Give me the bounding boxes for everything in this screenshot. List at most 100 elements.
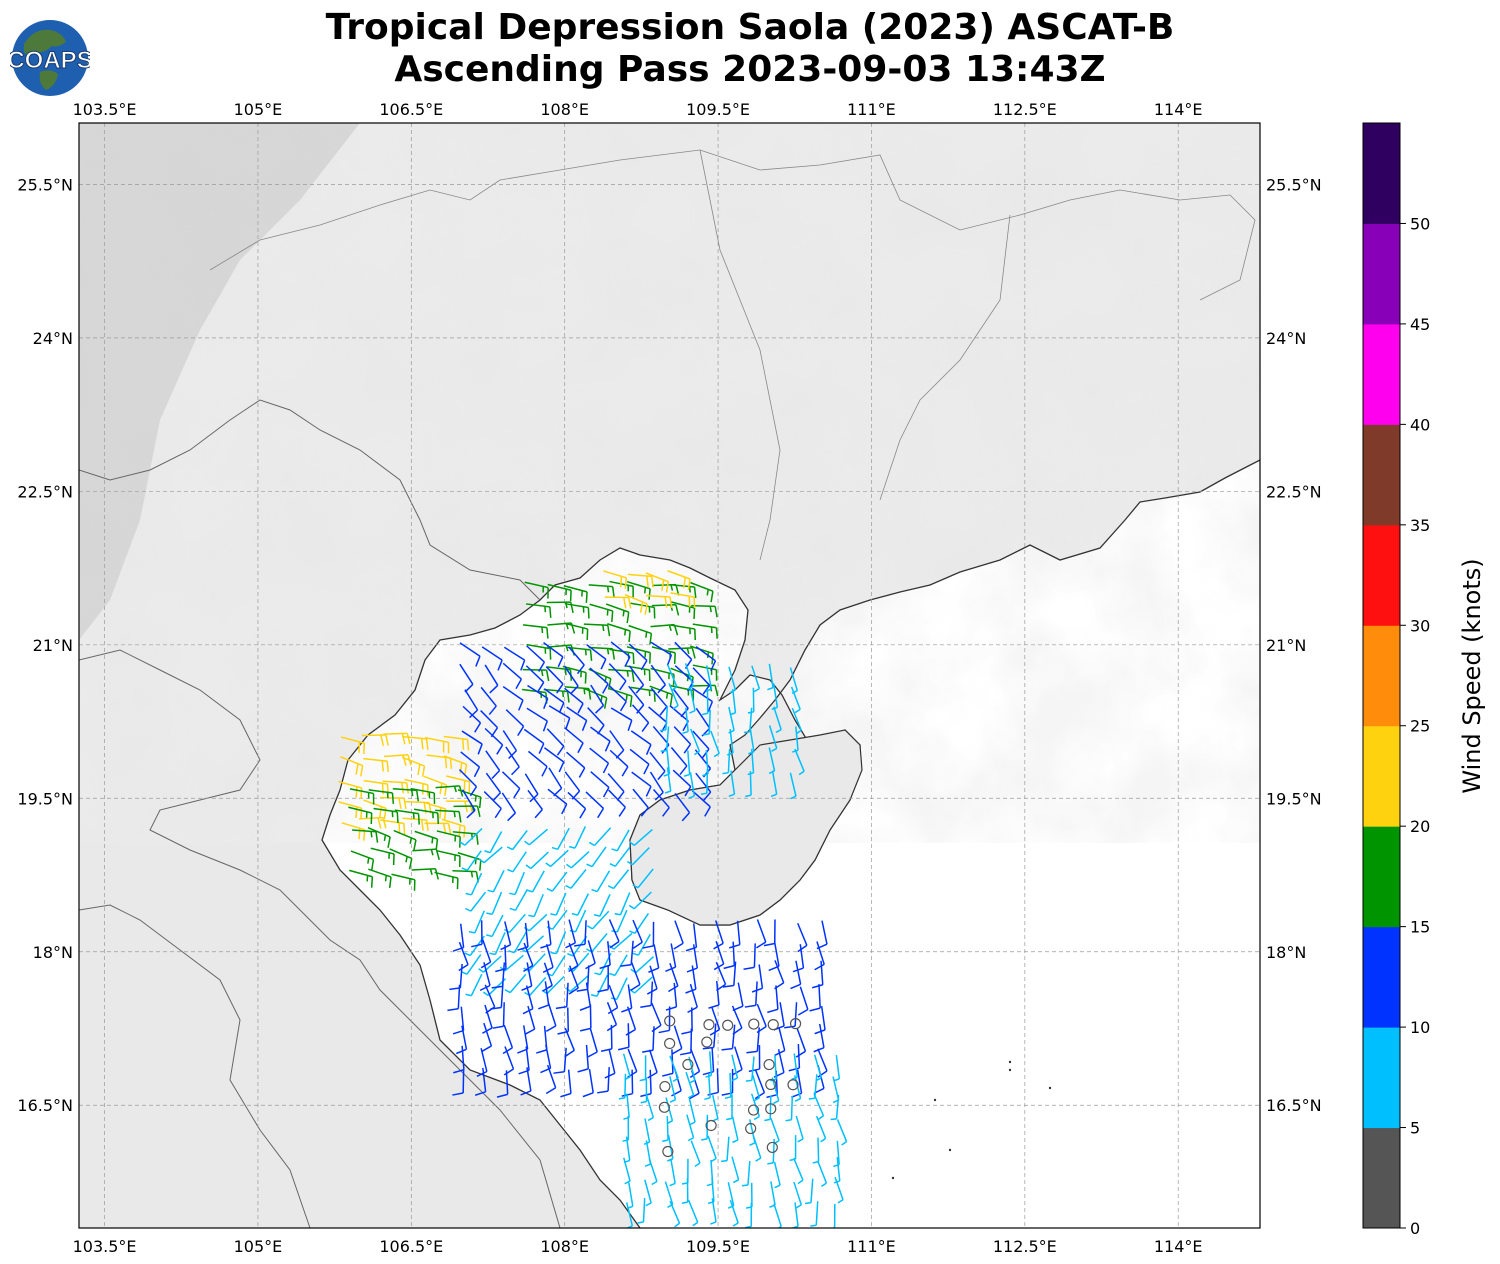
wind-barb [368,868,392,888]
wind-barb [456,1025,468,1055]
wind-barb [611,829,630,852]
wind-barb [443,735,470,751]
wind-barb [752,1135,762,1162]
wind-barb [703,709,711,736]
lat-tick-left: 19.5°N [17,789,73,808]
lat-tick-right: 19.5°N [1266,789,1322,808]
wind-barb [767,663,774,691]
wind-barb [464,689,479,719]
wind-barb [502,730,518,759]
colorbar-tick: 15 [1410,918,1430,937]
coastline [321,459,1260,1228]
wind-barb [763,919,776,947]
colorbar-tick: 35 [1410,516,1430,535]
calm-barb [745,1122,757,1135]
wind-barb [645,572,670,593]
wind-barb [525,665,545,693]
wind-barb [582,1068,594,1098]
wind-barb [642,1026,655,1053]
wind-barb [586,644,607,670]
island [1008,1068,1012,1072]
wind-barb [413,808,440,825]
wind-barb [367,826,391,848]
wind-barb [545,1064,557,1095]
wind-barb [550,892,567,916]
wind-barb [609,954,628,977]
wind-barb [487,869,505,893]
colorbar-tick: 0 [1410,1219,1420,1238]
wind-barb [543,688,570,703]
lon-tick-bottom: 112.5°E [993,1237,1057,1256]
wind-barb [404,778,429,796]
wind-barb [607,773,625,801]
wind-barb [690,1140,701,1168]
wind-barb [751,1074,761,1102]
lon-tick-top: 109.5°E [686,100,750,119]
wind-barb [644,1179,652,1207]
colorbar-bin [1363,524,1400,626]
wind-barb [669,1076,677,1103]
wind-barb [673,726,692,754]
wind-barb [348,806,373,825]
wind-barb [508,931,527,954]
border-laos-thailand [79,904,311,1228]
wind-barb [814,1006,826,1035]
colorbar-bin [1363,424,1400,526]
wind-barb [662,1115,669,1143]
wind-barb [468,910,485,934]
wind-barb [486,914,504,938]
wind-barb [797,986,809,1016]
wind-barb [461,850,482,872]
wind-barb [571,893,590,916]
calm-barb [787,1079,799,1091]
colorbar-tick: 30 [1410,616,1430,635]
wind-barb [590,974,609,997]
wind-barb [340,756,364,777]
calm-barb [662,1145,674,1158]
wind-barb [729,1200,739,1227]
lon-tick-top: 106.5°E [379,100,443,119]
wind-barb [507,851,527,873]
wind-barb [568,965,579,995]
calm-barb [767,1019,779,1031]
wind-barb [721,1136,730,1163]
wind-barb [368,789,395,804]
wind-barb [349,869,374,888]
wind-barb [564,687,584,714]
wind-barb [585,791,605,819]
wind-barb [452,1069,465,1096]
wind-barb [790,960,802,990]
wind-barb [608,919,620,949]
wind-barb [478,846,503,864]
wind-barb [668,962,679,993]
wind-barb [506,829,528,851]
lat-tick-left: 24°N [33,329,73,348]
wind-barb [640,981,654,1008]
wind-barb [810,1201,819,1227]
wind-barb [486,891,503,915]
lon-tick-top: 103.5°E [73,100,137,119]
wind-barb [538,981,550,1010]
wind-barb [669,1055,679,1083]
wind-barb [459,827,483,846]
wind-barb [526,870,545,893]
wind-barb [476,1048,488,1077]
wind-barb [567,935,588,957]
wind-barb [773,706,782,734]
colorbar-bin [1363,1027,1400,1129]
colorbar-bin [1363,323,1400,425]
wind-barb [729,920,741,949]
wind-barb [524,828,549,846]
lat-tick-left: 22.5°N [17,482,73,501]
wind-barb [668,683,679,710]
colorbar-tick: 5 [1410,1119,1420,1138]
wind-barb [461,730,483,755]
wind-barb [671,601,696,619]
wind-barb [452,1006,465,1035]
wind-barb [702,1023,717,1050]
wind-barb [560,1069,572,1098]
wind-barb [543,747,565,773]
wind-barb [791,1053,798,1080]
wind-barb [525,851,549,870]
wind-barb [743,943,756,970]
